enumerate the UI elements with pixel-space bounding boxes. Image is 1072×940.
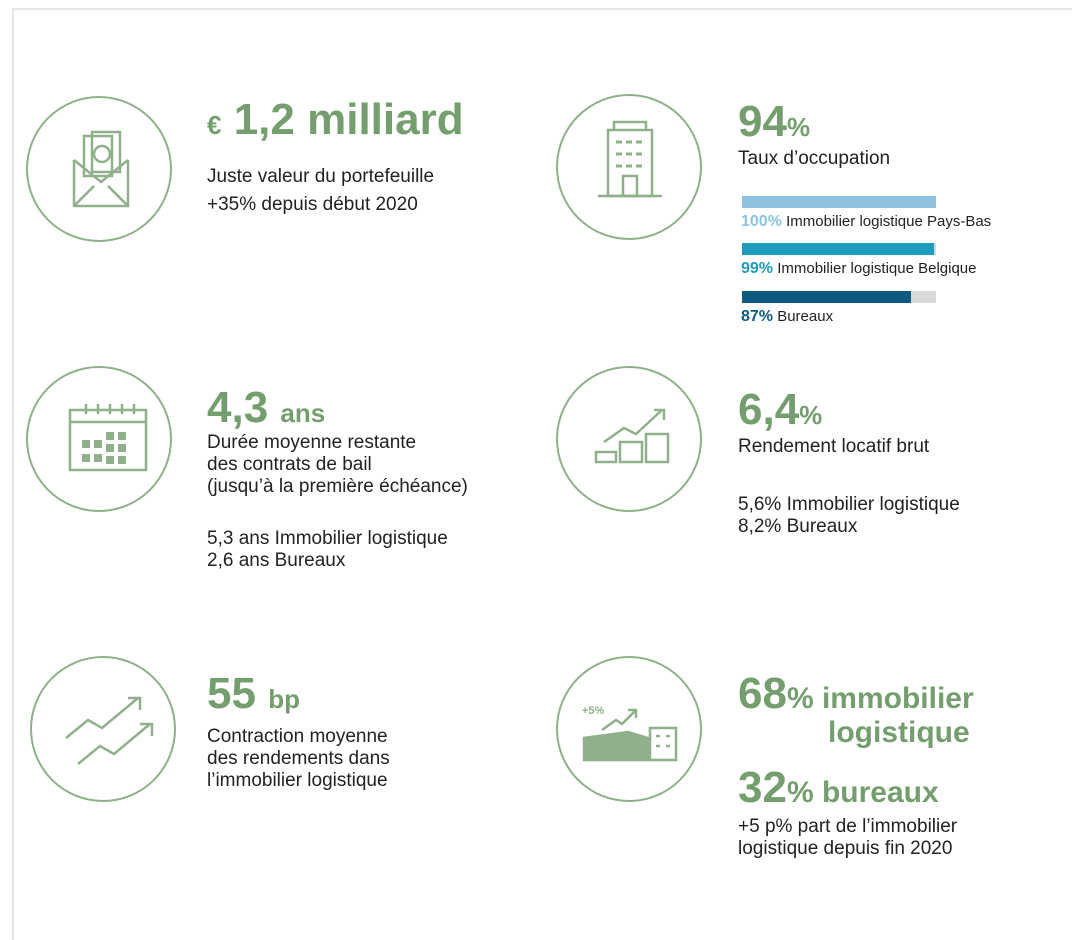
kpi-value: 55 bp — [207, 669, 300, 718]
icon-circle — [26, 96, 172, 242]
growth-money-icon — [594, 408, 670, 464]
icon-circle — [556, 366, 702, 512]
bar-track — [742, 243, 936, 255]
kpi-text: Juste valeur du portefeuille +35% depuis … — [207, 166, 435, 215]
bar-value-label: 87% — [741, 308, 774, 325]
bar-track — [742, 291, 936, 303]
kpi-value: 32% bureaux — [738, 763, 939, 812]
kpi-value: 4,3 ans — [207, 383, 326, 432]
kpi-text: Contraction moyenne des rendements dans l’… — [207, 726, 390, 791]
bar-label: 100% Immobilier logistique Pays-Bas — [741, 213, 991, 231]
building-icon — [598, 120, 662, 198]
bar-track — [742, 196, 936, 208]
kpi-details: 5,3 ans Immobilier logistique 2,6 ans Bur… — [207, 528, 448, 571]
calendar-icon — [68, 404, 148, 472]
bar-name: Bureaux — [777, 308, 834, 325]
kpi-details: 5,6% Immobilier logistique 8,2% Bureaux — [738, 494, 960, 537]
kpi-value: 6,4% — [738, 385, 823, 434]
icon-circle: +5% — [556, 656, 702, 802]
kpi-text: Taux d’occupation — [738, 148, 891, 169]
icon-circle — [26, 366, 172, 512]
kpi-value: € 1,2 milliard — [207, 95, 464, 144]
kpi-value: 68% immobilier — [738, 669, 974, 718]
bar-label: 99% Immobilier logistique Belgique — [741, 260, 976, 278]
warehouse-icon: +5% — [582, 705, 678, 762]
envelope-icon — [72, 130, 130, 208]
icon-label: +5% — [582, 705, 605, 717]
icon-circle — [556, 94, 702, 240]
bar-label: 87% Bureaux — [741, 308, 833, 326]
kpi-text: +5 p% part de l’immobilier logistique dep… — [738, 816, 958, 859]
bar-name: Immobilier logistique Pays-Bas — [786, 213, 992, 230]
bar — [742, 196, 936, 208]
kpi-unit: logistique — [828, 716, 970, 749]
bar-name: Immobilier logistique Belgique — [777, 260, 977, 277]
bar-value-label: 100% — [741, 213, 782, 230]
frame — [12, 8, 1072, 940]
kpi-value: 94% — [738, 97, 811, 146]
bar — [742, 243, 935, 255]
kpi-text: Durée moyenne restante des contrats de ba… — [207, 432, 468, 497]
trend-arrows-icon — [65, 696, 154, 765]
kpi-text: Rendement locatif brut — [738, 436, 930, 457]
icon-circle — [30, 656, 176, 802]
bar-value-label: 99% — [741, 260, 774, 277]
bar — [742, 291, 911, 303]
